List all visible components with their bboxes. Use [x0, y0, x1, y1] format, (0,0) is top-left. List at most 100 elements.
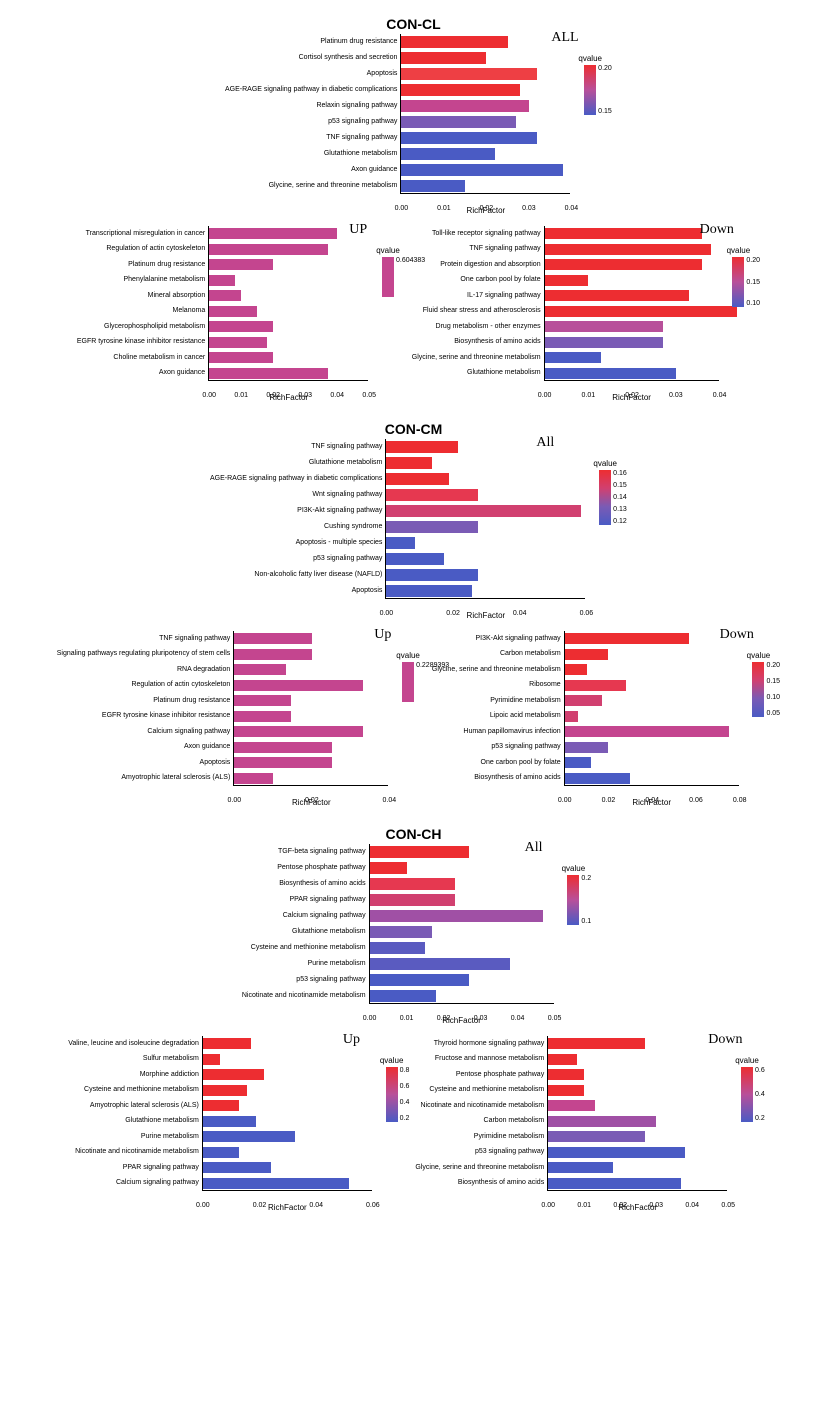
- category-label: Purine metabolism: [68, 1133, 199, 1141]
- bar: [565, 757, 591, 768]
- y-axis-labels: TNF signaling pathwayGlutathione metabol…: [210, 439, 385, 599]
- bar: [209, 275, 235, 286]
- bar: [203, 1038, 252, 1049]
- bar: [565, 726, 729, 737]
- legend-title: qvalue: [578, 54, 602, 63]
- y-axis-labels: Thyroid hormone signaling pathwayFructos…: [415, 1036, 547, 1191]
- category-label: Axon guidance: [225, 166, 397, 174]
- bar: [370, 974, 470, 986]
- legend-ticks: 0.20.1: [581, 875, 591, 925]
- x-axis-label: RichFactor: [618, 1203, 657, 1212]
- bar: [565, 742, 609, 753]
- chart-row: Valine, leucine and isoleucine degradati…: [8, 1036, 819, 1191]
- category-label: Nicotinate and nicotinamide metabolism: [68, 1148, 199, 1156]
- bar: [545, 275, 589, 286]
- bar: [203, 1162, 271, 1173]
- x-axis-label: RichFactor: [292, 798, 331, 807]
- legend-tick: 0.2: [400, 1115, 410, 1122]
- bar: [234, 664, 286, 675]
- bar: [209, 290, 241, 301]
- category-label: Pentose phosphate pathway: [242, 864, 366, 872]
- category-label: Glycine, serine and threonine metabolism: [415, 1164, 544, 1172]
- category-label: Valine, leucine and isoleucine degradati…: [68, 1040, 199, 1048]
- x-tick: 0.04: [513, 610, 527, 617]
- legend-tick: 0.604383: [396, 257, 425, 264]
- category-label: Wnt signaling pathway: [210, 491, 382, 499]
- legend-tick: 0.15: [613, 482, 627, 489]
- qvalue-legend: qvalue0.200.150.100.05: [747, 651, 771, 717]
- legend-title: qvalue: [396, 651, 420, 660]
- x-tick: 0.06: [366, 1202, 380, 1209]
- category-label: TNF signaling pathway: [225, 134, 397, 142]
- category-label: RNA degradation: [57, 666, 231, 674]
- bar: [548, 1178, 681, 1189]
- category-label: Ribosome: [432, 681, 561, 689]
- x-tick: 0.04: [309, 1202, 323, 1209]
- bar: [565, 711, 578, 722]
- category-label: p53 signaling pathway: [432, 743, 561, 751]
- bar: [548, 1038, 645, 1049]
- category-label: EGFR tyrosine kinase inhibitor resistanc…: [57, 712, 231, 720]
- category-label: Non-alcoholic fatty liver disease (NAFLD…: [210, 571, 382, 579]
- category-label: Toll-like receptor signaling pathway: [412, 230, 541, 238]
- plot-area: 0.000.020.040.060.08RichFactorDown: [564, 631, 739, 786]
- x-tick: 0.00: [202, 392, 216, 399]
- category-label: Cysteine and methionine metabolism: [415, 1086, 544, 1094]
- category-label: Platinum drug resistance: [57, 697, 231, 705]
- legend-ticks: 0.200.150.10: [746, 257, 760, 307]
- legend-colorbar: 0.604383: [382, 257, 394, 297]
- x-tick: 0.00: [196, 1202, 210, 1209]
- plot-area: 0.000.010.020.030.040.05RichFactorUP: [208, 226, 368, 381]
- bar: [234, 633, 312, 644]
- x-axis-label: RichFactor: [632, 798, 671, 807]
- bar: [545, 321, 663, 332]
- x-tick: 0.05: [548, 1015, 562, 1022]
- bar: [234, 649, 312, 660]
- legend-colorbar: 0.80.60.40.2: [386, 1067, 398, 1122]
- legend-title: qvalue: [593, 459, 617, 468]
- category-label: Apoptosis: [210, 587, 382, 595]
- category-label: PI3K-Akt signaling pathway: [432, 635, 561, 643]
- category-label: Carbon metabolism: [432, 650, 561, 658]
- bar: [565, 680, 626, 691]
- panel-title: ALL: [551, 30, 578, 46]
- bar: [401, 84, 520, 96]
- category-label: PI3K-Akt signaling pathway: [210, 507, 382, 515]
- x-tick: 0.01: [400, 1015, 414, 1022]
- qvalue-legend: qvalue0.604383: [376, 246, 400, 297]
- x-tick: 0.04: [713, 392, 727, 399]
- x-axis-label: RichFactor: [442, 1016, 481, 1025]
- legend-tick: 0.6: [755, 1067, 765, 1074]
- bar: [370, 846, 470, 858]
- x-tick: 0.04: [685, 1202, 699, 1209]
- x-tick: 0.00: [538, 392, 552, 399]
- bar: [548, 1162, 613, 1173]
- bar: [401, 36, 507, 48]
- legend-ticks: 0.604383: [396, 257, 425, 297]
- chart-panel: Platinum drug resistanceCortisol synthes…: [225, 34, 602, 194]
- qvalue-legend: qvalue0.80.60.40.2: [380, 1056, 404, 1122]
- chart-panel: TGF-beta signaling pathwayPentose phosph…: [242, 844, 585, 1004]
- bar: [209, 228, 337, 239]
- legend-tick: 0.20: [766, 662, 780, 669]
- bar: [565, 664, 587, 675]
- x-axis-label: RichFactor: [268, 1203, 307, 1212]
- category-label: Apoptosis - multiple species: [210, 539, 382, 547]
- chart-row: Platinum drug resistanceCortisol synthes…: [8, 34, 819, 194]
- category-label: EGFR tyrosine kinase inhibitor resistanc…: [77, 338, 205, 346]
- bar: [386, 521, 477, 533]
- x-tick: 0.05: [721, 1202, 735, 1209]
- x-tick: 0.02: [253, 1202, 267, 1209]
- chart-panel: Valine, leucine and isoleucine degradati…: [68, 1036, 403, 1191]
- category-label: Regulation of actin cytoskeleton: [77, 245, 205, 253]
- legend-title: qvalue: [562, 864, 586, 873]
- category-label: Calcium signaling pathway: [57, 728, 231, 736]
- category-label: Morphine addiction: [68, 1071, 199, 1079]
- x-tick: 0.05: [362, 392, 376, 399]
- bar: [548, 1069, 584, 1080]
- category-label: Glycerophospholipid metabolism: [77, 323, 205, 331]
- category-label: Cortisol synthesis and secretion: [225, 54, 397, 62]
- category-label: Thyroid hormone signaling pathway: [415, 1040, 544, 1048]
- bar: [209, 244, 327, 255]
- category-label: Regulation of actin cytoskeleton: [57, 681, 231, 689]
